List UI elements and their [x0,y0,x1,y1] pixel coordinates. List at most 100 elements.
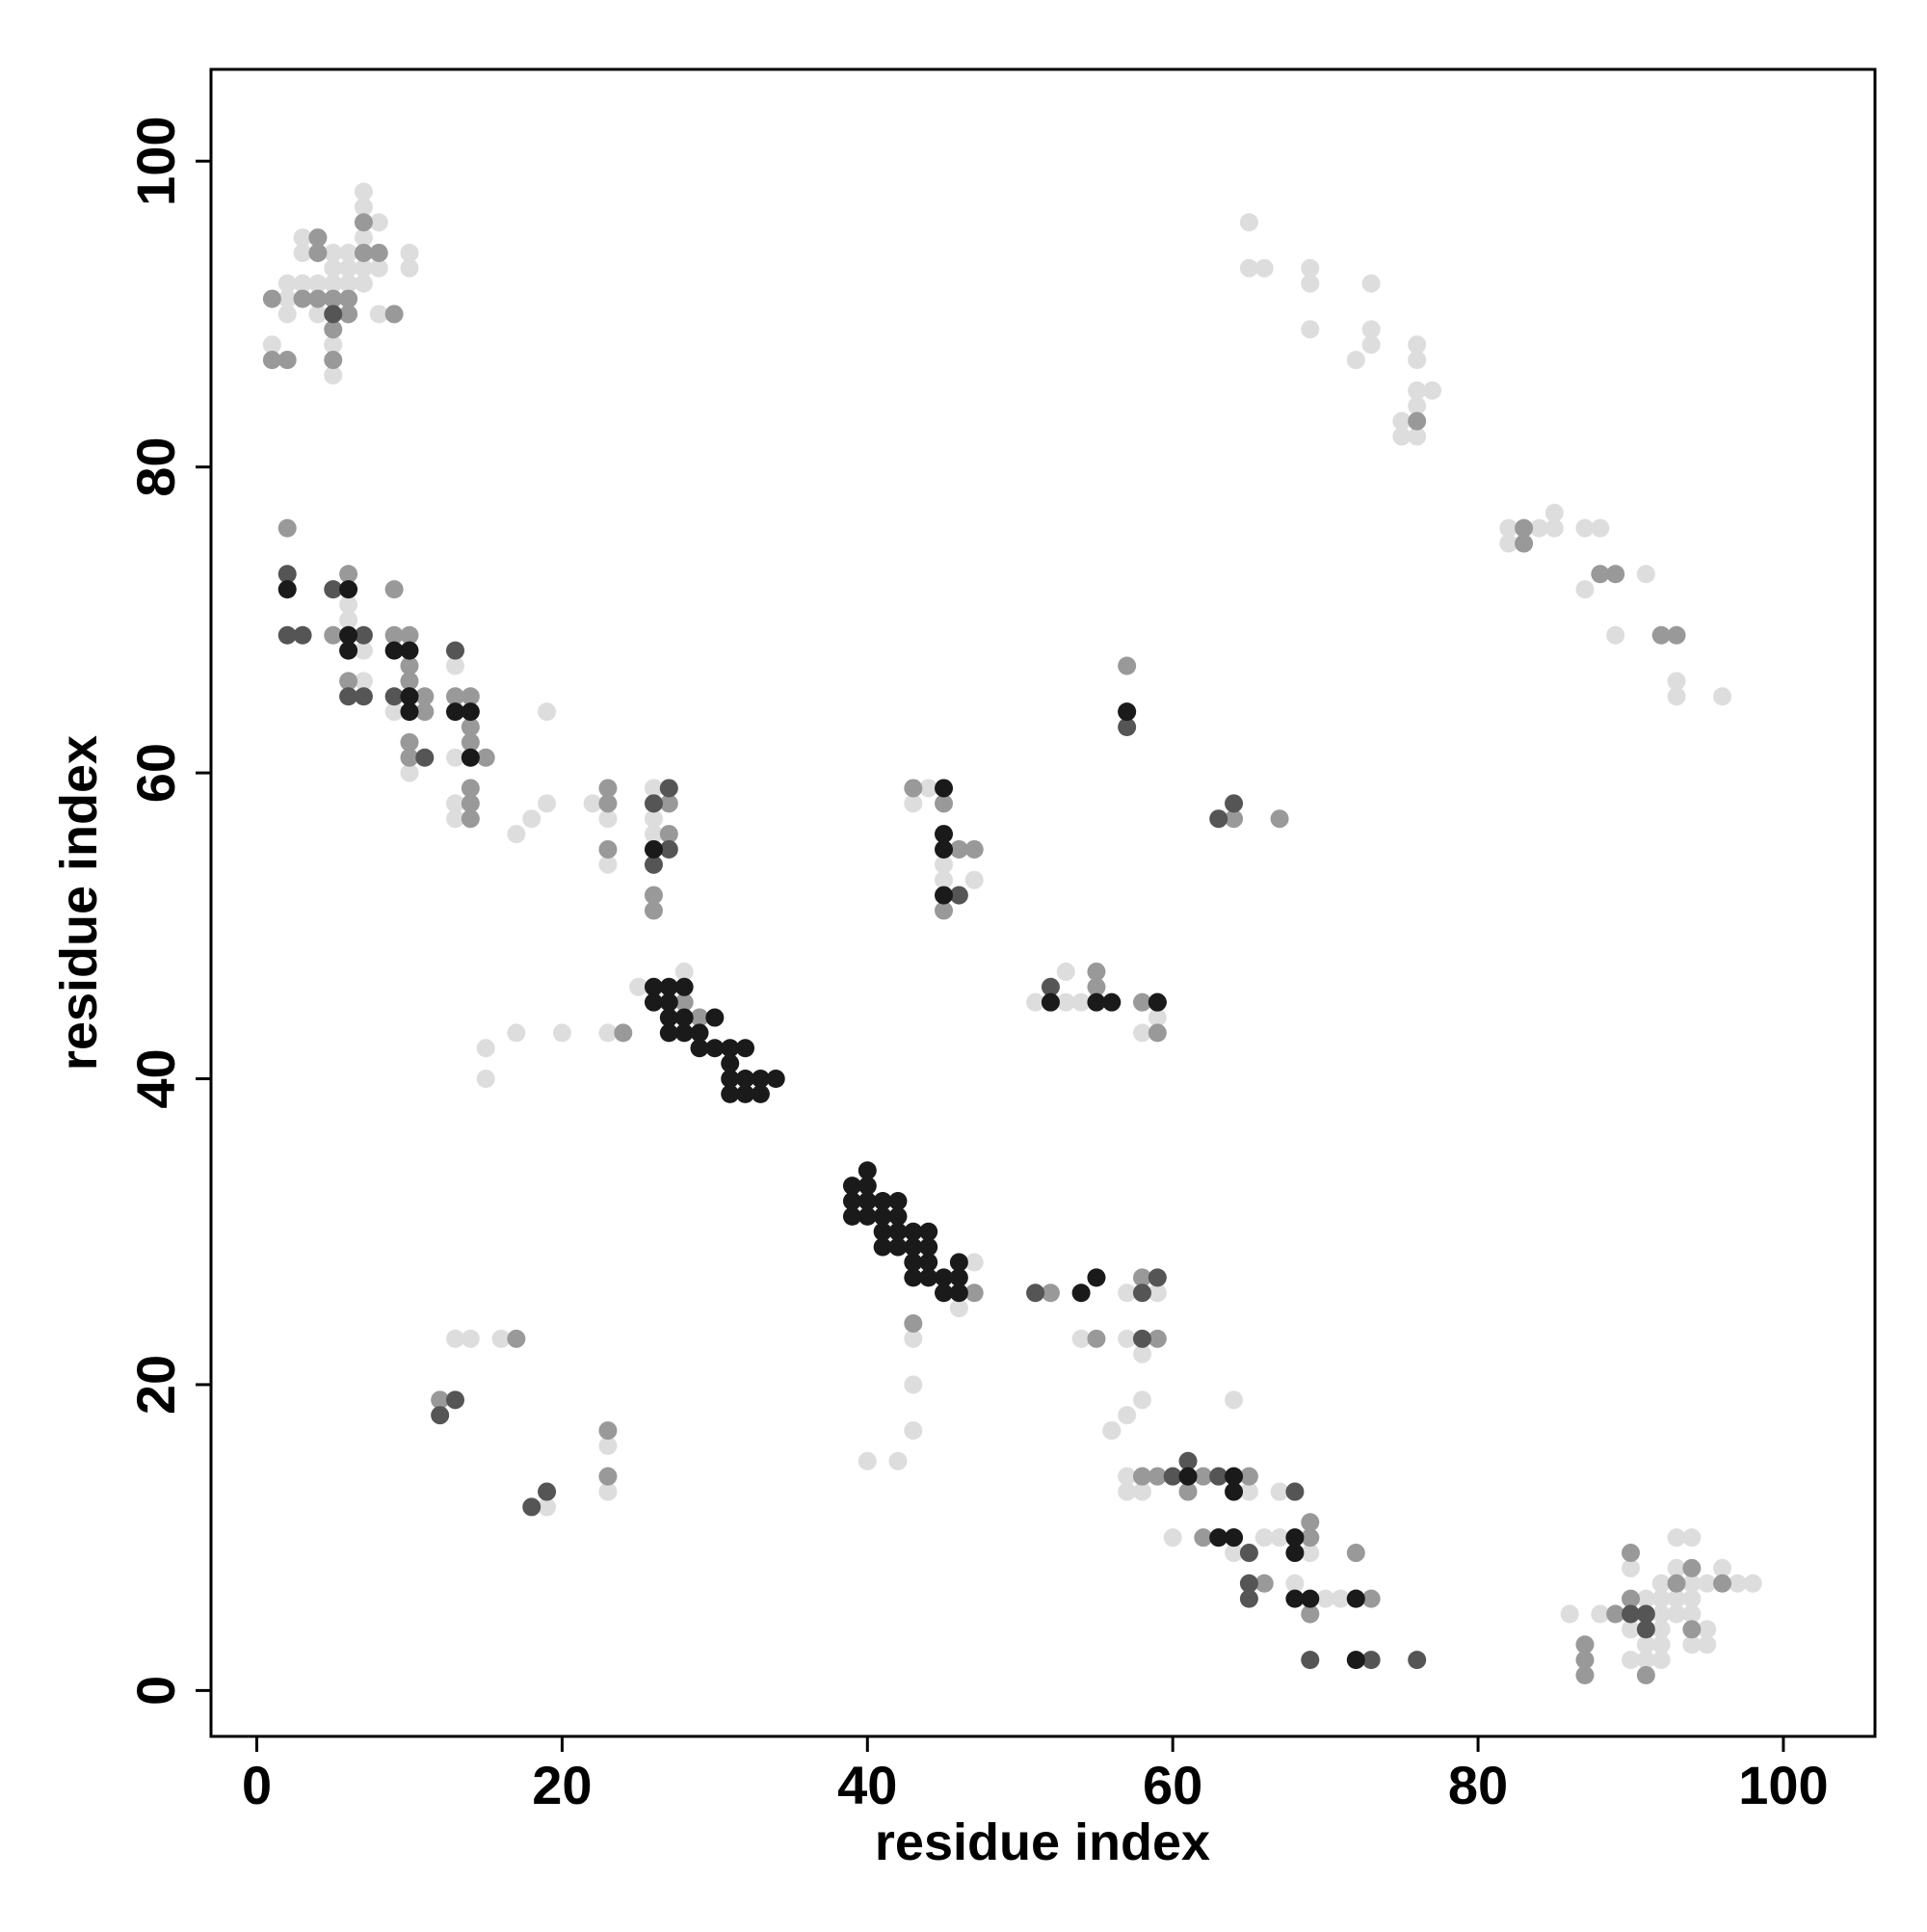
point [1225,809,1244,829]
point [354,258,373,278]
point [904,1268,923,1287]
point [721,1070,740,1089]
point [1636,1651,1655,1670]
point [1239,1589,1258,1608]
point [1102,1421,1122,1441]
point [384,641,404,660]
x-tick-label: 80 [1448,1755,1508,1815]
point [1544,518,1564,538]
point [1682,1604,1702,1624]
point [659,1023,678,1043]
point [1361,320,1381,339]
point [1254,1528,1274,1548]
point [446,1390,465,1410]
point [1667,1558,1686,1577]
point [354,213,373,232]
point [354,274,373,293]
point [277,304,297,324]
point [1132,1268,1151,1287]
point [598,1421,618,1441]
point [369,258,388,278]
point [1071,1284,1091,1303]
point [1346,1589,1365,1608]
point [461,748,480,767]
point [721,1054,740,1073]
point [552,1023,571,1043]
point [1361,274,1381,293]
point [1148,1329,1167,1348]
point [1056,992,1075,1012]
point [1575,580,1595,599]
point [1301,1513,1320,1532]
point [935,839,954,859]
point [1408,351,1427,370]
point [1118,1329,1137,1348]
point [1575,1651,1595,1670]
point [1667,672,1686,691]
x-tick-label: 40 [837,1755,897,1815]
point [1118,717,1137,736]
point [766,1070,785,1089]
point [324,304,343,324]
point [644,794,663,813]
point [1682,1558,1702,1577]
point [1301,274,1320,293]
point [1301,1604,1320,1624]
point [324,365,343,384]
point [1225,794,1244,813]
point [308,274,328,293]
point [935,779,954,798]
point [1408,411,1427,431]
point [1499,534,1518,553]
point [262,335,281,355]
point [1087,962,1106,981]
point [415,748,435,767]
point [690,1023,709,1043]
point [1651,1604,1671,1624]
point [1178,1482,1198,1501]
point [1606,625,1625,645]
point [339,610,358,629]
point [888,1237,908,1257]
point [1728,1574,1747,1593]
point [339,595,358,615]
point [277,351,297,370]
point [324,258,343,278]
point [1743,1574,1762,1593]
point [415,702,435,722]
point [277,580,297,599]
point [507,1023,526,1043]
point [324,243,343,262]
point [1667,687,1686,706]
point [324,625,343,645]
point [1041,977,1060,996]
point [522,809,541,829]
point [1041,1284,1060,1303]
point [690,1008,709,1027]
point [1713,1574,1732,1593]
point [919,779,938,798]
point [1515,518,1534,538]
point [1225,1390,1244,1410]
point [431,1390,450,1410]
point [1515,534,1534,553]
point [308,304,328,324]
point [1118,1467,1137,1486]
point [1560,1604,1579,1624]
point [1651,1589,1671,1608]
point [736,1084,755,1103]
point [324,320,343,339]
point [842,1177,861,1196]
point [598,809,618,829]
point [919,1253,938,1272]
point [384,687,404,706]
point [1575,518,1595,538]
point [1163,1528,1182,1548]
point [1591,518,1610,538]
point [644,977,663,996]
point [935,886,954,905]
point [538,794,557,813]
point [935,870,954,889]
x-tick-label: 60 [1143,1755,1202,1815]
point [935,855,954,874]
